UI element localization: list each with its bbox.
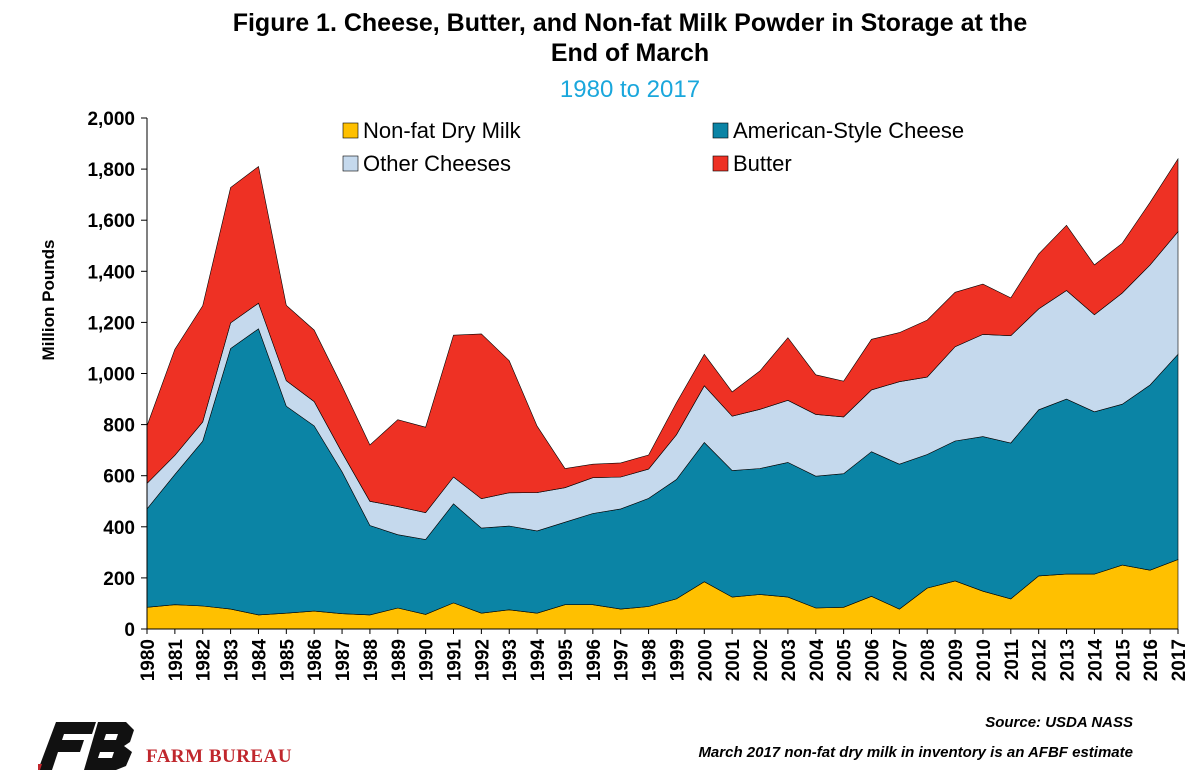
legend-swatch-other-cheeses	[342, 155, 359, 172]
x-tick-label: 1981	[166, 639, 187, 682]
x-tick-label: 2008	[918, 639, 939, 681]
x-tick-label: 1999	[667, 639, 688, 681]
x-tick-label: 1987	[333, 639, 354, 681]
x-tick-label: 2014	[1085, 639, 1106, 682]
x-tick-label: 2003	[779, 639, 800, 681]
x-tick-label: 2006	[862, 639, 883, 681]
legend-label-other-cheeses: Other Cheeses	[363, 151, 511, 176]
y-tick-label: 200	[103, 569, 135, 590]
x-tick-label: 2015	[1113, 639, 1134, 682]
y-axis-label: Million Pounds	[39, 240, 58, 361]
legend-swatch-non-fat-dry-milk	[342, 122, 359, 139]
source-note: Source: USDA NASS	[985, 714, 1133, 731]
x-tick-label: 2004	[807, 639, 828, 682]
x-tick-label: 1992	[472, 639, 493, 681]
x-tick-label: 1990	[417, 639, 438, 681]
x-tick-label: 1991	[445, 639, 466, 682]
x-tick-label: 1995	[556, 639, 577, 682]
x-tick-label: 1998	[640, 639, 661, 681]
x-tick-label: 1988	[361, 639, 382, 681]
legend-swatch-butter	[712, 155, 729, 172]
x-tick-label: 2001	[723, 639, 744, 682]
legend-label-butter: Butter	[733, 151, 792, 176]
footnote: March 2017 non-fat dry milk in inventory…	[698, 744, 1133, 761]
x-tick-label: 1997	[612, 639, 633, 681]
chart-title-line2: End of March	[550, 39, 710, 67]
legend-label-american-style-cheese: American-Style Cheese	[733, 118, 964, 143]
y-tick-label: 1,000	[87, 365, 135, 386]
x-tick-label: 1989	[389, 639, 410, 681]
x-tick-label: 1996	[584, 639, 605, 681]
x-tick-label: 2012	[1030, 639, 1051, 681]
y-tick-label: 1,200	[87, 313, 135, 334]
y-tick-label: 800	[103, 416, 135, 437]
x-tick-label: 1982	[194, 639, 215, 681]
x-tick-label: 2007	[890, 639, 911, 681]
farm-bureau-logo-icon	[38, 722, 138, 775]
y-tick-label: 2,000	[87, 109, 135, 130]
chart-title: Figure 1. Cheese, Butter, and Non-fat Mi…	[130, 8, 1130, 68]
x-tick-label: 2017	[1169, 639, 1190, 681]
chart-title-line1: Figure 1. Cheese, Butter, and Non-fat Mi…	[232, 9, 1028, 37]
x-tick-label: 2016	[1141, 639, 1162, 681]
x-tick-label: 1993	[500, 639, 521, 681]
x-tick-label: 1994	[528, 639, 549, 682]
x-tick-label: 2010	[974, 639, 995, 681]
y-tick-label: 1,600	[87, 211, 135, 232]
y-tick-label: 400	[103, 518, 135, 539]
chart-subtitle: 1980 to 2017	[559, 76, 701, 103]
x-tick-label: 1985	[277, 639, 298, 682]
x-tick-label: 2005	[835, 639, 856, 682]
x-tick-label: 2002	[751, 639, 772, 681]
y-tick-label: 600	[103, 467, 135, 488]
y-tick-label: 1,800	[87, 160, 135, 181]
x-tick-label: 1984	[249, 639, 270, 682]
x-tick-label: 2011	[1002, 639, 1023, 681]
x-tick-label: 1983	[222, 639, 243, 681]
x-tick-label: 1986	[305, 639, 326, 681]
legend-swatch-american-style-cheese	[712, 122, 729, 139]
x-tick-label: 1980	[138, 639, 159, 681]
farm-bureau-logo-text: FARM BUREAU	[146, 746, 293, 767]
x-tick-label: 2000	[695, 639, 716, 681]
x-tick-label: 2009	[946, 639, 967, 681]
y-tick-label: 0	[124, 620, 135, 641]
legend-label-non-fat-dry-milk: Non-fat Dry Milk	[363, 118, 522, 143]
y-tick-label: 1,400	[87, 262, 135, 283]
area-butter	[146, 157, 1179, 514]
x-tick-label: 2013	[1058, 639, 1079, 681]
